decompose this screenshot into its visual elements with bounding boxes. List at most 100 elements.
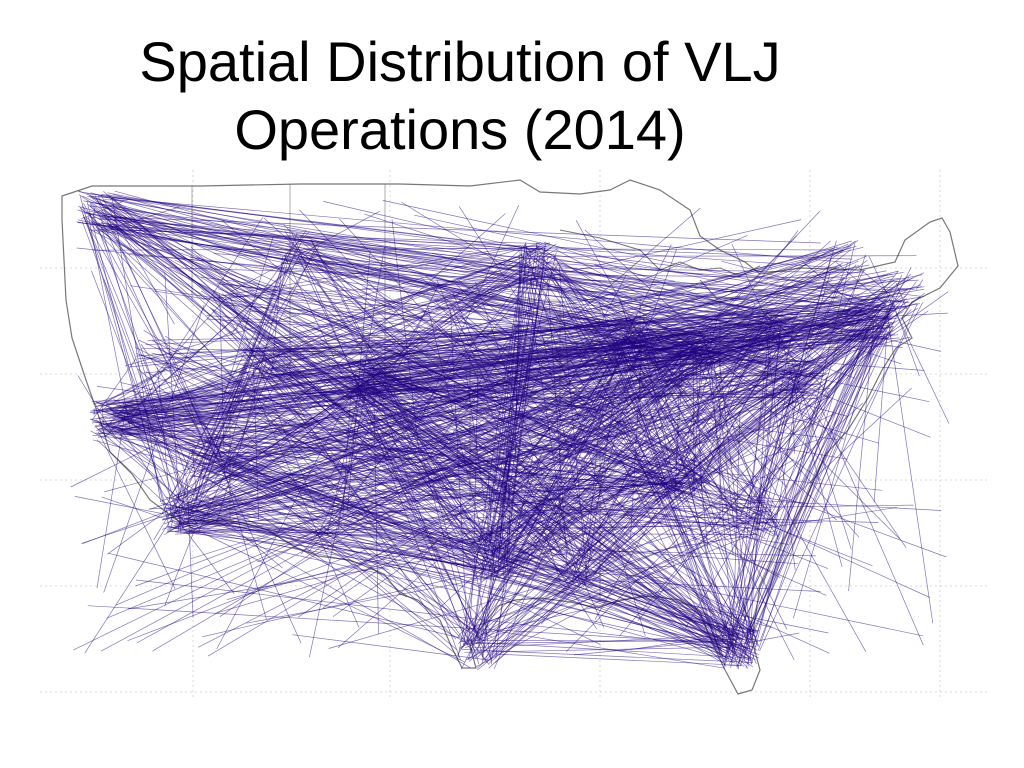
flight-route xyxy=(110,409,603,421)
flight-route xyxy=(498,246,528,561)
flight-route xyxy=(593,320,649,405)
flight-route xyxy=(438,314,772,466)
flight-route xyxy=(231,398,502,567)
flight-route xyxy=(474,349,761,580)
flight-route xyxy=(356,376,754,668)
flight-route xyxy=(462,649,753,663)
flight-route xyxy=(192,448,198,506)
flight-route xyxy=(623,331,711,484)
flight-route xyxy=(339,218,749,669)
flight-route xyxy=(328,572,590,649)
flight-route xyxy=(189,475,770,524)
flight-route xyxy=(292,634,489,661)
flight-route xyxy=(93,408,96,416)
flight-route xyxy=(744,326,880,644)
flight-route xyxy=(78,194,757,638)
flight-route xyxy=(500,329,894,544)
flight-route xyxy=(242,346,475,543)
flight-route xyxy=(759,297,895,643)
flight-route xyxy=(612,325,773,430)
flight-route xyxy=(868,256,950,424)
flight-route xyxy=(271,256,283,376)
flight-route xyxy=(718,353,753,651)
flight-route xyxy=(216,283,642,329)
flight-route xyxy=(292,261,531,329)
flight-route xyxy=(128,254,875,318)
flight-route xyxy=(113,209,419,389)
flight-route xyxy=(94,401,479,542)
flight-route xyxy=(565,324,891,652)
flight-route xyxy=(103,208,432,469)
flight-route xyxy=(143,330,396,484)
flight-route xyxy=(628,340,795,344)
flight-route xyxy=(310,350,696,540)
flight-route xyxy=(87,605,730,645)
flight-route xyxy=(314,261,861,320)
flight-route xyxy=(685,321,869,629)
flight-route xyxy=(91,219,280,372)
flight-route xyxy=(761,387,912,528)
flight-route xyxy=(98,431,176,589)
flight-route xyxy=(420,277,598,430)
flight-route xyxy=(179,521,465,663)
flight-route xyxy=(110,267,522,426)
flight-route xyxy=(382,200,879,309)
flight-route xyxy=(530,248,844,251)
flight-route xyxy=(198,350,630,471)
flight-route xyxy=(212,309,416,482)
flight-route xyxy=(99,341,630,430)
flight-route xyxy=(744,315,880,646)
flight-route xyxy=(749,402,864,506)
flight-route xyxy=(347,250,371,511)
flight-route xyxy=(373,366,379,635)
flight-route xyxy=(691,474,756,647)
flight-route xyxy=(564,349,709,583)
flight-route xyxy=(550,275,714,617)
flight-route xyxy=(127,421,219,476)
flight-route xyxy=(289,247,796,382)
flight-route xyxy=(470,575,580,641)
flight-route xyxy=(633,327,703,345)
flight-route xyxy=(703,365,867,652)
flight-route xyxy=(295,235,889,313)
flight-route xyxy=(465,507,768,632)
flight-route xyxy=(80,206,199,530)
flight-route xyxy=(201,447,221,480)
flight-route xyxy=(96,408,127,589)
flight-route xyxy=(757,326,869,651)
flight-route xyxy=(157,367,173,522)
flight-route xyxy=(110,413,601,645)
flight-route xyxy=(710,359,735,651)
flight-route xyxy=(481,452,510,578)
flight-route xyxy=(494,653,740,666)
flight-route xyxy=(138,346,611,359)
flight-route xyxy=(623,335,714,422)
flight-route xyxy=(88,216,131,427)
flight-route xyxy=(215,476,685,614)
flight-route xyxy=(508,568,760,655)
flight-route xyxy=(263,217,748,656)
flight-route xyxy=(182,331,867,529)
flight-route xyxy=(719,304,887,354)
flight-route xyxy=(114,215,803,367)
flight-route xyxy=(95,426,191,509)
flight-route xyxy=(265,346,648,358)
flight-route xyxy=(124,317,888,407)
flight-route xyxy=(682,392,809,470)
flight-route xyxy=(561,373,826,594)
flight-route xyxy=(536,245,695,348)
flight-route xyxy=(412,319,622,570)
flight-route xyxy=(675,344,682,467)
flight-route xyxy=(272,308,894,344)
flight-route xyxy=(488,484,638,657)
flight-route xyxy=(354,341,856,387)
flight-route xyxy=(560,292,925,570)
flight-route xyxy=(436,283,908,308)
flight-route xyxy=(221,219,721,647)
flight-route xyxy=(886,309,934,624)
flight-route xyxy=(476,577,495,655)
flight-route xyxy=(190,520,196,525)
flight-route xyxy=(696,320,874,466)
